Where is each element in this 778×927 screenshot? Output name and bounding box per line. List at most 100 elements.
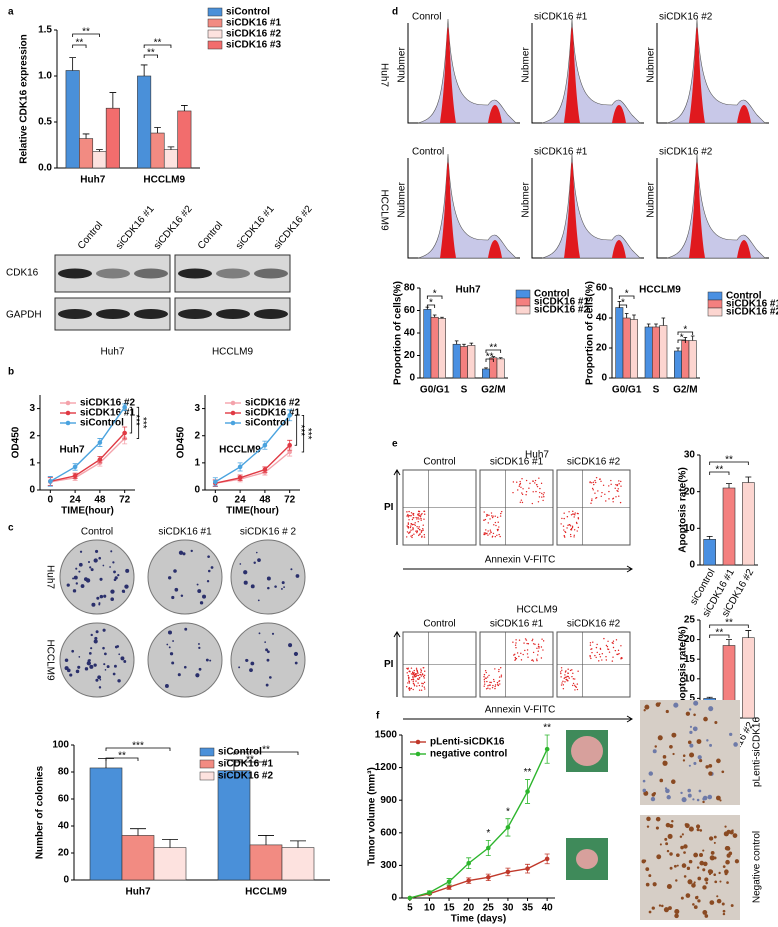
nucleus [688, 764, 691, 767]
flow-event [423, 674, 426, 677]
flow-event [416, 671, 419, 673]
flow-event [620, 645, 622, 647]
flow-event [418, 513, 420, 515]
flow-event [486, 515, 488, 517]
panel-label: e [392, 439, 398, 450]
flow-event [524, 638, 527, 640]
blot-band [254, 268, 288, 279]
flow-event [589, 655, 591, 657]
colony-column-label: siCDK16 # 2 [240, 527, 297, 538]
flow-event [410, 514, 412, 517]
significance: *** [130, 414, 141, 426]
flow-event [563, 677, 565, 680]
flow-event [574, 685, 577, 688]
colony [91, 602, 96, 607]
nucleus [734, 859, 740, 864]
nucleus [666, 883, 672, 890]
nucleus [693, 700, 699, 706]
colony [164, 684, 169, 688]
error-bar [498, 357, 503, 359]
colony [109, 566, 111, 568]
colony [86, 661, 91, 666]
colony [110, 550, 113, 553]
flow-event [408, 510, 410, 513]
flow-event [591, 651, 593, 654]
flow-event [603, 637, 605, 640]
flow-event [485, 677, 488, 679]
flow-event [416, 685, 418, 687]
flow-y-label: PI [384, 502, 394, 513]
nucleus [689, 725, 693, 728]
nucleus [642, 779, 646, 783]
flow-event [417, 514, 419, 516]
colony [195, 673, 200, 678]
nucleus [694, 895, 699, 900]
y-tick-label: 40 [58, 821, 70, 832]
flow-event [500, 667, 502, 669]
flow-event [412, 514, 415, 516]
y-tick-label: 20 [684, 634, 696, 645]
flow-event [497, 684, 500, 687]
nucleus [702, 909, 708, 915]
significance: *** [302, 428, 313, 440]
flow-event [417, 674, 420, 677]
nucleus [708, 872, 712, 876]
flow-event [561, 682, 563, 684]
g1-peak [564, 162, 580, 258]
flow-event [408, 670, 411, 672]
colony [122, 590, 126, 593]
flow-event [421, 685, 424, 687]
nucleus [658, 702, 661, 705]
flow-event [483, 533, 485, 536]
y-tick-label: 5 [689, 693, 695, 704]
flow-event [496, 528, 499, 531]
y-axis-label: Number of colonies [35, 765, 46, 859]
g2-peak [488, 105, 502, 123]
nucleus [672, 752, 675, 756]
legend-swatch [707, 307, 723, 317]
colony [268, 676, 272, 679]
colony [66, 583, 70, 587]
error-bar [162, 839, 178, 848]
nucleus [671, 732, 677, 738]
colony [202, 594, 207, 599]
y-tick-label: 1 [194, 457, 200, 468]
y-tick-label: 2 [29, 430, 35, 441]
colony [113, 570, 116, 574]
flow-event [562, 688, 565, 690]
error-bar [181, 105, 188, 111]
flow-event [589, 642, 592, 644]
flow-event [418, 534, 420, 537]
legend-label: Control [534, 289, 570, 300]
flow-event [409, 526, 412, 529]
nucleus [703, 716, 708, 722]
nucleus [708, 836, 714, 841]
flow-event [408, 514, 411, 517]
flow-event [592, 641, 594, 643]
nucleus [730, 904, 734, 908]
flow-event [573, 516, 575, 518]
flow-event [568, 511, 570, 513]
flow-event [563, 535, 566, 537]
nucleus [729, 732, 733, 737]
flow-event [483, 679, 486, 681]
flow-event [412, 681, 414, 683]
flow-event [576, 512, 579, 515]
nucleus [645, 867, 650, 872]
flow-event [563, 517, 565, 520]
flow-event [408, 678, 410, 680]
bar [438, 318, 446, 379]
flow-event [610, 483, 612, 485]
colony [124, 584, 129, 589]
y-tick-label: 3 [194, 403, 200, 414]
flow-event [415, 675, 417, 677]
flow-event [487, 522, 489, 524]
flow-event [608, 490, 610, 493]
x-tick-label: 40 [542, 903, 554, 914]
flow-event [601, 659, 603, 661]
nucleus [674, 913, 679, 919]
colony [96, 596, 100, 600]
legend-label: siCDK16 #2 [726, 307, 778, 318]
flow-event [420, 668, 422, 670]
flow-event [591, 487, 594, 490]
